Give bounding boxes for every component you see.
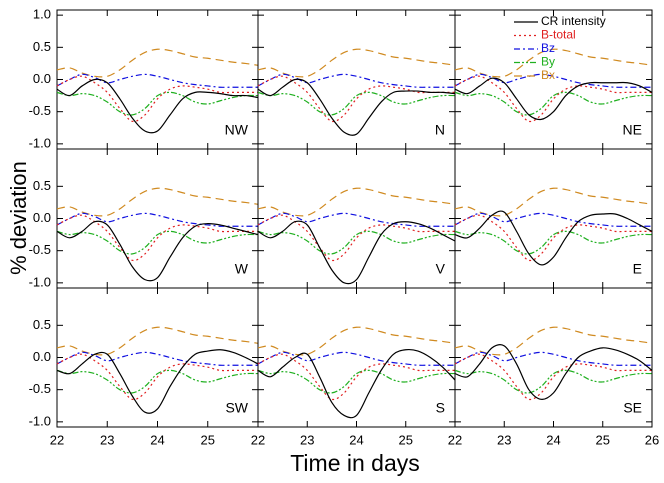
b-curve: [454, 48, 653, 78]
b-curve: [257, 214, 455, 262]
x-tick-label: 24: [150, 432, 164, 447]
panel-label: SW: [225, 400, 248, 416]
panel-label: NW: [225, 122, 249, 138]
b-curve: [454, 351, 652, 366]
b-curve: [56, 230, 259, 255]
y-tick-label: -1.0: [29, 135, 51, 150]
cr-curve: [257, 220, 456, 285]
b-curve: [454, 326, 653, 356]
b-curve: [56, 214, 258, 262]
b-curve: [257, 326, 456, 356]
cr-curve: [257, 78, 456, 136]
panel-frame: [56, 148, 259, 289]
b-curve: [56, 369, 259, 394]
x-tick-label: 23: [300, 432, 314, 447]
x-tick-label: 26: [645, 432, 659, 447]
b-curve: [257, 353, 455, 401]
x-tick-label: 25: [399, 432, 413, 447]
panel-label: W: [235, 261, 249, 277]
b-curve: [257, 73, 455, 88]
cr-curve: [454, 77, 653, 121]
y-tick-label: 0.5: [33, 178, 51, 193]
y-tick-label: -1.0: [29, 413, 51, 428]
legend-label: By: [541, 55, 555, 69]
b-curve: [56, 48, 259, 78]
b-curve: [454, 187, 653, 217]
y-tick-label: 0.5: [33, 39, 51, 54]
y-tick-label: -0.5: [29, 242, 51, 257]
b-curve: [454, 369, 653, 394]
x-axis-label: Time in days: [290, 450, 420, 476]
b-curve: [56, 353, 258, 401]
panel-label: E: [633, 261, 642, 277]
cr-curve: [56, 349, 259, 414]
panel-frame: [454, 148, 653, 289]
b-curve: [257, 75, 455, 123]
b-curve: [56, 75, 258, 123]
y-tick-label: -0.5: [29, 381, 51, 396]
y-tick-label: -1.0: [29, 274, 51, 289]
cr-curve: [454, 343, 653, 400]
y-tick-label: 1.0: [33, 7, 51, 22]
legend-label: Bz: [541, 41, 555, 55]
b-curve: [56, 187, 259, 217]
y-tick-label: 0.0: [33, 210, 51, 225]
x-tick-label: 24: [349, 432, 363, 447]
b-curve: [56, 351, 258, 366]
b-curve: [257, 187, 456, 217]
b-curve: [257, 48, 456, 78]
panel-frame: [257, 148, 456, 289]
legend-label: Bx: [541, 68, 555, 82]
y-tick-label: -0.5: [29, 103, 51, 118]
y-axis-label: % deviation: [6, 161, 31, 275]
cr-curve: [454, 210, 653, 266]
legend-label: B-total: [541, 28, 576, 42]
cr-curve: [56, 220, 259, 282]
b-curve: [257, 351, 455, 366]
x-tick-label: 23: [497, 432, 511, 447]
x-tick-label: 23: [100, 432, 114, 447]
b-curve: [454, 230, 653, 255]
b-curve: [454, 212, 652, 227]
b-curve: [257, 369, 456, 394]
panel-frame: [257, 287, 456, 428]
cr-curve: [257, 348, 456, 419]
b-curve: [56, 212, 258, 227]
x-tick-label: 22: [50, 432, 64, 447]
y-tick-label: 0.0: [33, 71, 51, 86]
cr-curve: [56, 78, 259, 134]
x-tick-label: 25: [596, 432, 610, 447]
x-tick-label: 22: [251, 432, 265, 447]
b-curve: [454, 91, 653, 116]
b-curve: [56, 73, 258, 88]
b-curve: [257, 230, 456, 255]
legend-label: CR intensity: [541, 14, 606, 28]
panel-label: NE: [623, 122, 642, 138]
panel-label: S: [436, 400, 445, 416]
y-tick-label: 0.0: [33, 349, 51, 364]
x-tick-label: 24: [546, 432, 560, 447]
b-curve: [257, 91, 456, 116]
b-curve: [257, 212, 455, 227]
panel-label: V: [436, 261, 446, 277]
x-tick-label: 25: [201, 432, 215, 447]
b-curve: [56, 326, 259, 356]
x-tick-label: 22: [448, 432, 462, 447]
panel-label: N: [435, 122, 445, 138]
panel-label: SE: [623, 400, 642, 416]
b-curve: [454, 73, 652, 88]
b-curve: [56, 91, 259, 116]
y-tick-label: 0.5: [33, 317, 51, 332]
b-curve: [454, 353, 652, 401]
panel-frame: [257, 9, 456, 150]
